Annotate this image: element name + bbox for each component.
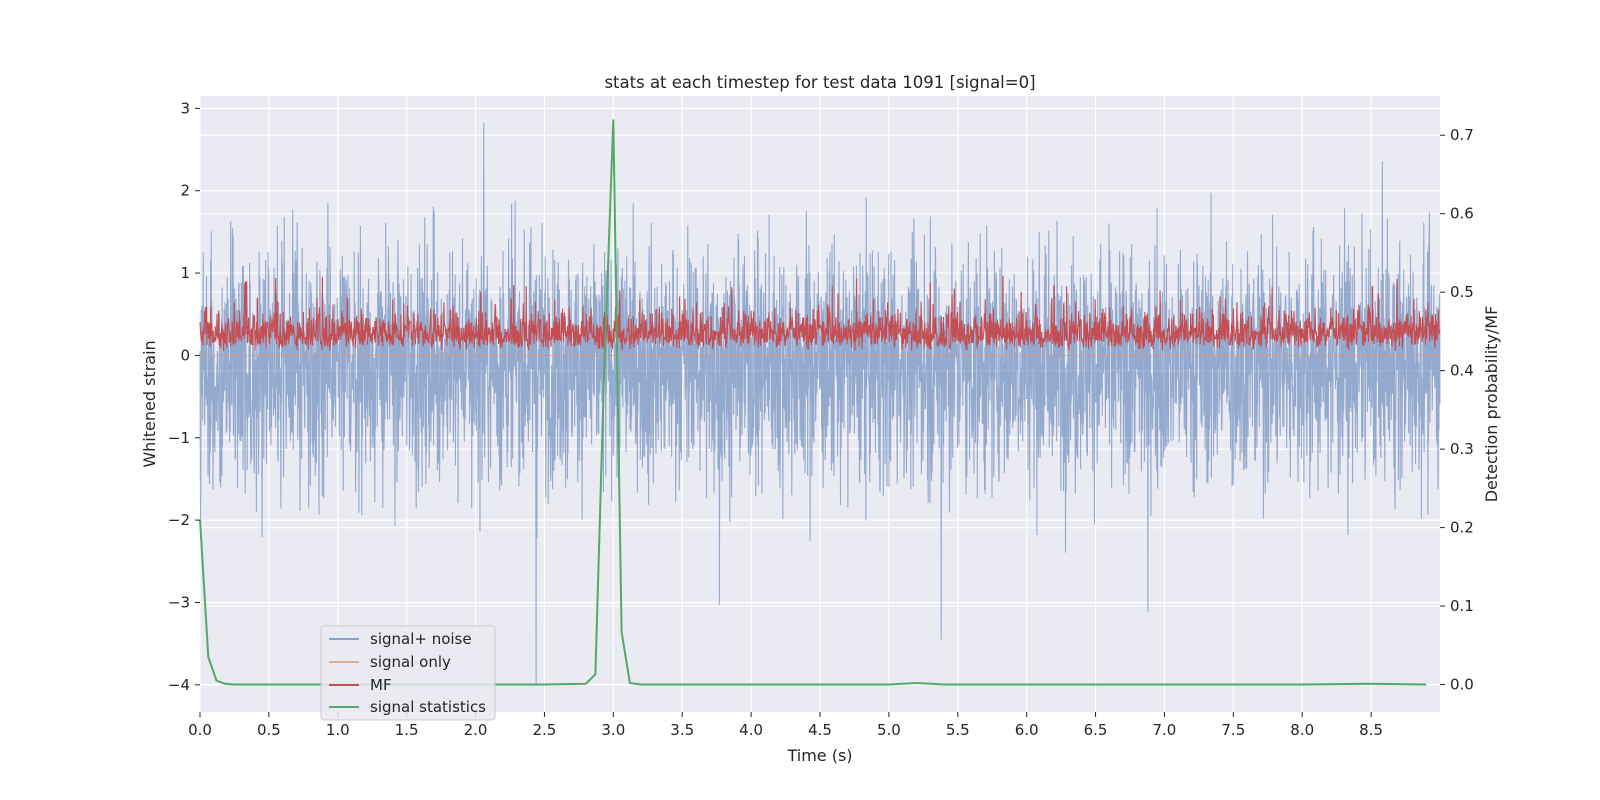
legend-label-signal-plus-noise: signal+ noise xyxy=(370,630,472,648)
x-tick-label: 7.0 xyxy=(1153,721,1177,739)
legend: signal+ noise signal only MF signal stat… xyxy=(320,625,496,721)
x-tick-label: 5.5 xyxy=(946,721,970,739)
signal-statistics-line xyxy=(199,119,1427,686)
y-right-tick-label: 0.3 xyxy=(1450,440,1474,458)
x-tick-label: 3.0 xyxy=(601,721,625,739)
x-tick-label: 2.0 xyxy=(464,721,488,739)
y-right-tick-label: 0.0 xyxy=(1450,676,1474,694)
x-tick-label: 8.0 xyxy=(1290,721,1314,739)
x-tick-label: 1.0 xyxy=(326,721,350,739)
x-axis-label: Time (s) xyxy=(786,746,852,765)
y-left-tick-label: 2 xyxy=(180,182,190,200)
x-tick-label: 6.5 xyxy=(1084,721,1108,739)
series-signal-statistics xyxy=(199,119,1427,686)
y-right-tick-label: 0.5 xyxy=(1450,283,1474,301)
y-left-tick-label: −4 xyxy=(168,676,190,694)
x-tick-label: 4.5 xyxy=(808,721,832,739)
chart-title: stats at each timestep for test data 109… xyxy=(604,73,1035,92)
y-left-tick-label: −3 xyxy=(168,593,190,611)
x-tick-label: 1.5 xyxy=(395,721,419,739)
y-left-tick-label: 3 xyxy=(180,99,190,117)
series-signal-plus-noise xyxy=(199,123,1441,685)
x-tick-label: 6.0 xyxy=(1015,721,1039,739)
x-tick-label: 8.5 xyxy=(1359,721,1383,739)
y-left-tick-label: 1 xyxy=(180,264,190,282)
legend-label-signal-only: signal only xyxy=(370,653,451,671)
x-tick-label: 0.5 xyxy=(257,721,281,739)
tick-labels: 0.0 0.5 1.0 1.5 2.0 2.5 3.0 3.5 4.0 4.5 5.0 5.5 6.0 6… xyxy=(168,99,1474,739)
legend-label-mf: MF xyxy=(370,676,392,694)
y-left-tick-label: −1 xyxy=(168,429,190,447)
y-left-tick-label: 0 xyxy=(180,346,190,364)
y-left-tick-label: −2 xyxy=(168,511,190,529)
mf-line xyxy=(199,275,1441,351)
legend-box xyxy=(320,625,496,721)
x-tick-label: 2.5 xyxy=(533,721,557,739)
x-tick-label: 4.0 xyxy=(739,721,763,739)
y-right-tick-label: 0.2 xyxy=(1450,519,1474,537)
legend-label-signal-statistics: signal statistics xyxy=(370,698,486,716)
x-tick-label: 7.5 xyxy=(1221,721,1245,739)
y-right-tick-label: 0.7 xyxy=(1450,126,1474,144)
x-tick-label: 0.0 xyxy=(188,721,212,739)
series-mf xyxy=(199,275,1441,351)
y-right-tick-label: 0.4 xyxy=(1450,362,1474,380)
y-right-tick-label: 0.1 xyxy=(1450,597,1474,615)
y-right-tick-label: 0.6 xyxy=(1450,205,1474,223)
signal-plus-noise-line xyxy=(199,123,1441,685)
y-axis-left-label: Whitened strain xyxy=(140,340,159,467)
y-axis-right-label: Detection probability/MF xyxy=(1482,306,1501,503)
x-tick-label: 5.0 xyxy=(877,721,901,739)
x-tick-label: 3.5 xyxy=(670,721,694,739)
